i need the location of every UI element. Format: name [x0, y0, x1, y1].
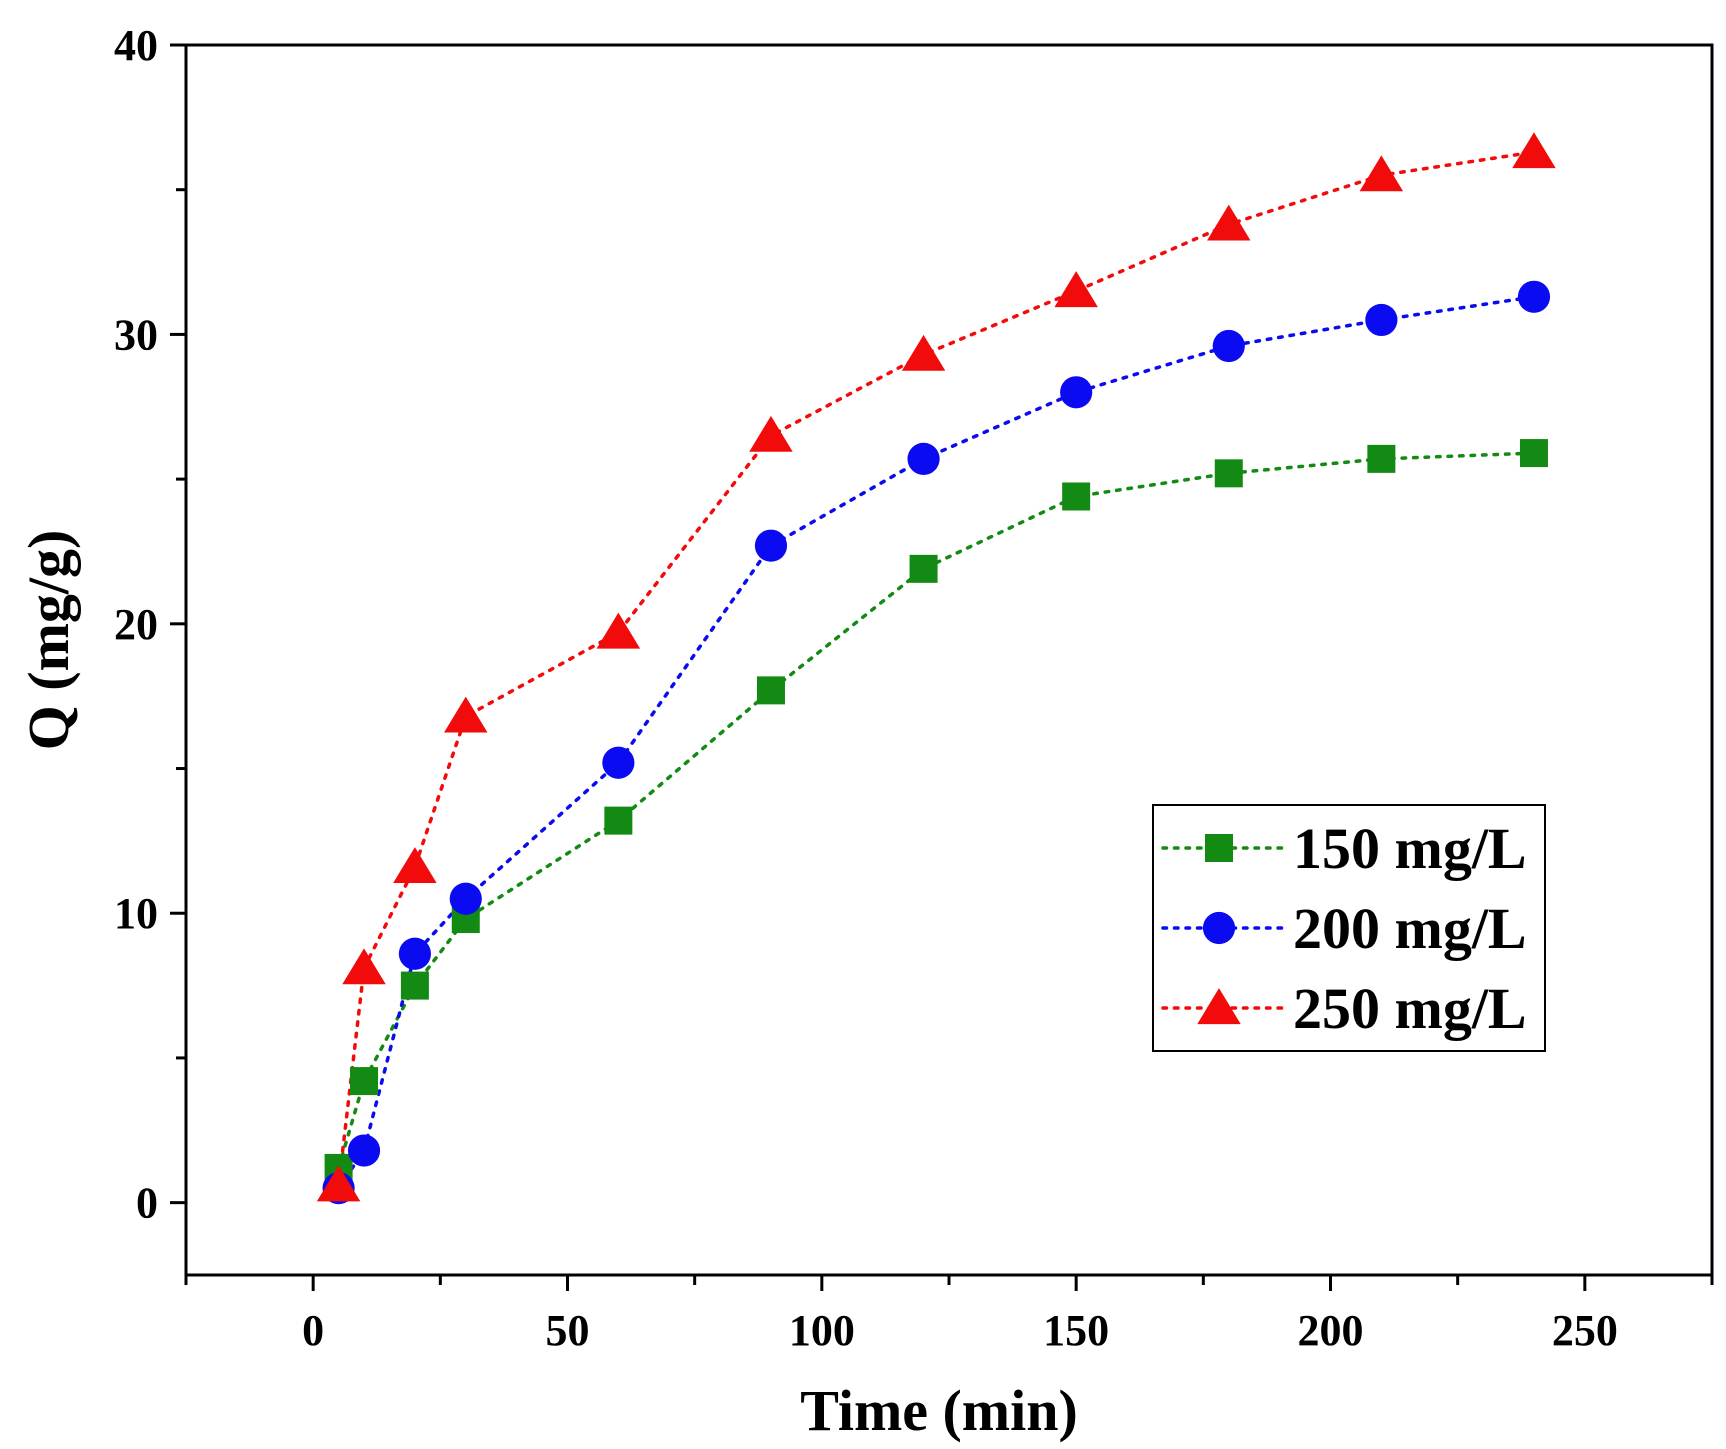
y-axis: 0 10 20 30 40 [114, 21, 186, 1228]
data-point [909, 554, 938, 583]
legend-label: 150 mg/L [1293, 816, 1527, 881]
data-point [604, 806, 633, 835]
data-point [1062, 482, 1091, 511]
data-point [749, 415, 793, 452]
x-tick-label: 100 [789, 1306, 855, 1355]
data-point [1517, 280, 1551, 313]
legend: 150 mg/L 200 mg/L 250 mg/L [1152, 804, 1546, 1052]
series-markers-2 [322, 280, 1551, 1205]
y-tick-label: 20 [114, 600, 158, 649]
data-point [398, 937, 431, 970]
data-point [754, 529, 788, 562]
x-axis: 0 50 100 150 200 250 [184, 1275, 1714, 1355]
legend-item: 250 mg/L [1161, 976, 1527, 1041]
data-point [449, 882, 482, 915]
data-point [1519, 439, 1548, 468]
data-point [400, 971, 429, 1000]
data-point [393, 847, 437, 883]
data-point [1365, 303, 1398, 337]
data-point [596, 612, 641, 649]
series-layer [316, 132, 1556, 1205]
data-point [1512, 132, 1556, 169]
data-point [342, 948, 386, 985]
x-axis-title: Time (min) [800, 1378, 1078, 1443]
legend-marker [1197, 988, 1241, 1025]
data-point [602, 746, 635, 779]
series-2 [336, 295, 1536, 1190]
legend-item: 200 mg/L [1161, 896, 1527, 961]
y-axis-title: Q (mg/g) [16, 530, 81, 751]
data-point [1359, 155, 1404, 192]
data-point [444, 696, 488, 733]
data-point [901, 334, 946, 371]
data-point [1060, 376, 1093, 409]
legend-label: 200 mg/L [1293, 896, 1527, 961]
data-point [350, 1067, 379, 1096]
plot-frame [184, 43, 1714, 1277]
data-point [907, 442, 940, 475]
x-tick-label: 0 [302, 1306, 324, 1355]
series-3 [336, 150, 1536, 1188]
y-tick-label: 10 [114, 889, 158, 938]
y-tick-label: 40 [114, 21, 158, 70]
legend-marker [1205, 834, 1233, 862]
data-point [1207, 204, 1251, 241]
x-tick-label: 50 [546, 1306, 590, 1355]
y-tick-label: 30 [114, 310, 158, 359]
series-line [336, 150, 1536, 1188]
legend-marker [1202, 911, 1236, 945]
data-point [1214, 459, 1243, 488]
x-tick-label: 250 [1552, 1306, 1618, 1355]
legend-label: 250 mg/L [1293, 976, 1527, 1041]
y-tick-label: 0 [136, 1179, 158, 1228]
data-point [1054, 271, 1098, 308]
series-markers-3 [316, 132, 1556, 1202]
series-line [336, 295, 1536, 1190]
data-point [316, 1165, 361, 1202]
data-point [347, 1134, 381, 1167]
data-point [1367, 444, 1396, 473]
data-point [756, 676, 785, 705]
data-point [1212, 329, 1245, 363]
x-tick-label: 150 [1043, 1306, 1109, 1355]
plot-border [184, 43, 1714, 1277]
legend-item: 150 mg/L [1161, 816, 1527, 881]
x-tick-label: 200 [1298, 1306, 1364, 1355]
